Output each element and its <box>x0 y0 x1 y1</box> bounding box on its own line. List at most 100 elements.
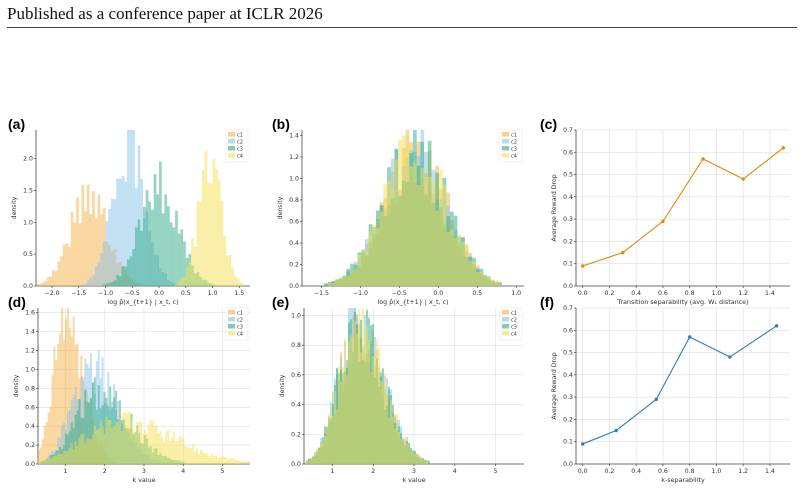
hist-bar-c4 <box>124 412 127 464</box>
hist-bar-c3 <box>102 284 106 286</box>
legend-swatch-c3 <box>228 324 235 329</box>
hist-bar-c4 <box>306 460 308 464</box>
hist-bar-c4 <box>314 454 316 464</box>
hist-bar-c4 <box>213 455 216 464</box>
hist-bar-c2 <box>108 208 111 286</box>
hist-bar-c4 <box>326 427 328 464</box>
legend-label-c2: c2 <box>237 139 243 145</box>
hist-bar-c4 <box>322 442 324 464</box>
x-tick-label: −1.5 <box>314 290 329 297</box>
y-axis-label: density <box>279 374 286 397</box>
hist-bar-c4 <box>382 385 384 464</box>
hist-bar-c4 <box>231 268 234 286</box>
x-tick-label: −1.0 <box>353 290 368 297</box>
panel-c: (c) 0.0 0.2 0.4 0.6 0.8 1.0 1.2 1.4 0.0 0.1 0.2 0.3… <box>540 116 798 310</box>
hist-bar-c4 <box>378 347 380 464</box>
hist-bar-c3 <box>177 233 181 286</box>
hist-bar-c4 <box>184 446 187 464</box>
hist-bar-c4 <box>379 211 384 286</box>
hist-bar-c1 <box>47 412 50 464</box>
legend-swatch-c1 <box>502 132 509 137</box>
y-tick-label: 0.1 <box>563 261 573 268</box>
legend-swatch-c4 <box>502 153 509 158</box>
chart-b: −1.5 −1.0 −0.5 0.0 0.5 1.0 0.0 0.2 0.4 0.6 0.8 1.0 1… <box>277 129 524 306</box>
x-tick-label: 1.0 <box>511 290 521 297</box>
data-point <box>781 146 786 150</box>
hist-bar-c3 <box>153 174 157 286</box>
hist-bar-c4 <box>418 455 420 464</box>
hist-bar-c4 <box>39 461 42 464</box>
hist-bar-c4 <box>424 459 426 464</box>
hist-bar-c1 <box>44 281 47 286</box>
hist-bar-c4 <box>366 326 368 464</box>
hist-bar-c4 <box>413 162 417 286</box>
hist-bar-c4 <box>145 434 148 464</box>
legend-label-c1: c1 <box>237 132 243 138</box>
hist-bar-c4 <box>241 283 245 286</box>
hist-bar-c4 <box>483 274 487 286</box>
y-tick-label: 0.4 <box>25 423 35 430</box>
hist-bar-c1 <box>63 339 65 464</box>
hist-bar-c3 <box>113 280 117 286</box>
hist-bar-c4 <box>169 440 171 464</box>
y-tick-label: 1.0 <box>23 219 33 226</box>
hist-bar-c4 <box>207 455 210 464</box>
hist-bar-c4 <box>350 335 352 464</box>
legend-label-c3: c3 <box>511 146 517 152</box>
hist-bar-c4 <box>74 441 77 464</box>
hist-bar-c4 <box>193 246 197 286</box>
hist-bar-c4 <box>490 279 495 286</box>
hist-bar-c4 <box>246 460 249 464</box>
hist-bar-c4 <box>122 412 125 464</box>
legend-swatch-c1 <box>228 132 235 137</box>
hist-bar-c4 <box>111 428 114 464</box>
y-axis-label: Average Reward Drop <box>551 352 558 419</box>
hist-bar-c4 <box>228 254 232 286</box>
y-tick-label: 0.8 <box>25 385 35 392</box>
hist-bar-c2 <box>63 422 65 464</box>
x-tick-label: 2 <box>103 468 107 475</box>
hist-bar-c3 <box>64 433 67 464</box>
hist-bar-c4 <box>86 438 89 464</box>
hist-bar-c4 <box>207 182 210 286</box>
legend-label-c1: c1 <box>237 310 243 316</box>
x-tick-label: 0.0 <box>154 290 164 297</box>
x-tick-label: 0.4 <box>631 290 641 297</box>
hist-bar-c4 <box>457 234 462 286</box>
hist-bar-c3 <box>148 201 152 286</box>
hist-bar-c3 <box>145 190 149 286</box>
hist-bar-c4 <box>138 422 141 464</box>
hist-bar-c4 <box>240 461 243 464</box>
header-rule <box>7 27 797 28</box>
hist-bar-c4 <box>408 443 410 464</box>
hist-bar-c4 <box>475 272 480 286</box>
hist-bar-c4 <box>342 366 344 464</box>
page-header: Published as a conference paper at ICLR … <box>7 4 323 23</box>
data-point <box>661 219 665 224</box>
y-tick-label: 0.2 <box>563 238 573 245</box>
hist-bar-c4 <box>416 452 418 464</box>
hist-bar-c4 <box>142 433 144 464</box>
hist-bar-c1 <box>100 213 103 286</box>
hist-bar-c1 <box>66 308 69 464</box>
data-point <box>728 355 732 359</box>
hist-bar-c1 <box>51 374 54 464</box>
hist-bar-c4 <box>90 439 92 464</box>
legend-label-c2: c2 <box>511 317 517 323</box>
hist-bar-c4 <box>130 419 133 464</box>
hist-bar-c3 <box>110 282 114 286</box>
y-tick-label: 0.2 <box>563 416 573 423</box>
hist-bar-c4 <box>151 420 154 464</box>
panel-a: (a) −2.0 −1.5 −1.0 −0.5 0.0 0.5 1.0 1.5 0.0 0.5 1.… <box>8 116 258 308</box>
legend-label-c3: c3 <box>511 324 517 330</box>
hist-bar-c4 <box>328 413 330 464</box>
hist-bar-c4 <box>215 455 218 464</box>
hist-bar-c4 <box>236 459 239 464</box>
hist-bar-c1 <box>73 222 77 286</box>
hist-bar-c2 <box>116 178 119 286</box>
legend-swatch-c4 <box>228 331 235 336</box>
y-tick-label: 0.3 <box>563 216 573 223</box>
x-tick-label: 2 <box>371 468 375 475</box>
hist-bar-c4 <box>312 457 314 464</box>
x-tick-label: 0.6 <box>658 290 668 297</box>
